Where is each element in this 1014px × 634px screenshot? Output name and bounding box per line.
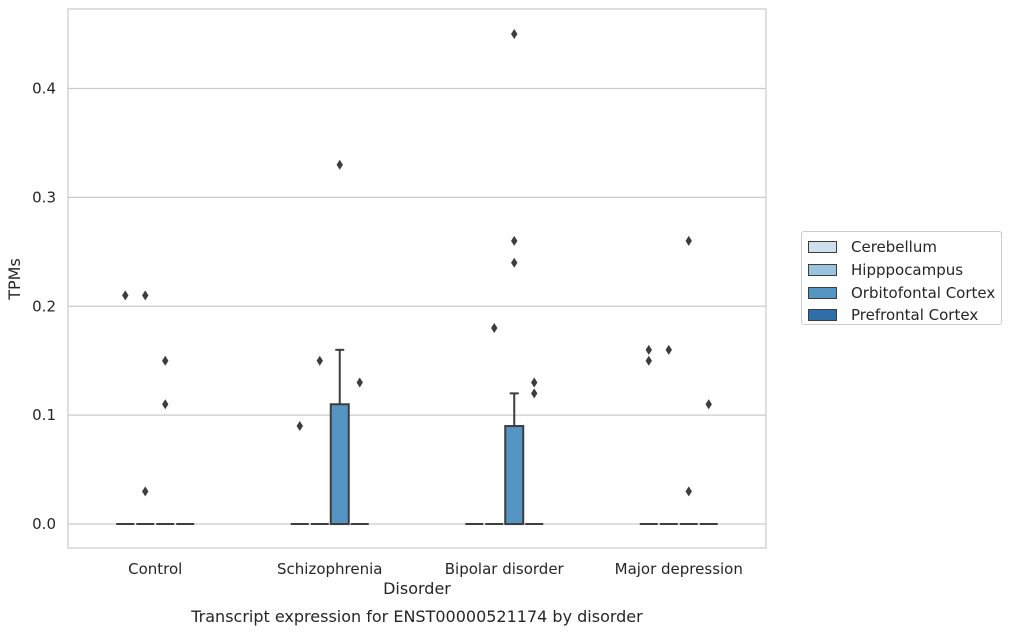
legend-swatch-hippocampus (808, 264, 837, 277)
legend-swatch-orbitofrontal-cortex (808, 286, 837, 299)
legend-swatch-prefrontal-cortex (808, 309, 837, 322)
box-group (525, 377, 544, 526)
outlier-point (162, 355, 169, 366)
legend-label-hippocampus: Hipppocampus (851, 261, 964, 280)
legend: Cerebellum Hipppocampus Orbitofontal Cor… (801, 231, 1002, 325)
y-tick-label: 0.3 (32, 188, 56, 206)
box-group (350, 377, 369, 526)
box-group (659, 344, 678, 526)
x-tick-label: Major depression (615, 560, 743, 578)
box-group (639, 344, 658, 526)
x-tick-label: Control (128, 560, 182, 578)
outlier-point (511, 257, 518, 268)
x-axis-ticks: Control Schizophrenia Bipolar disorder Majo… (128, 560, 743, 578)
plot-area-frame (67, 8, 767, 549)
box-group (136, 290, 155, 526)
outlier-point (122, 290, 129, 301)
y-axis-title: TPMs (5, 258, 24, 301)
outlier-point (665, 344, 672, 355)
grid-lines (68, 87, 766, 525)
y-tick-label: 0.2 (32, 297, 56, 315)
legend-item-prefrontal-cortex: Prefrontal Cortex (802, 304, 1001, 327)
y-tick-label: 0.0 (32, 515, 56, 533)
box-group (679, 235, 698, 526)
box-group (156, 355, 175, 526)
box-group (485, 323, 504, 526)
outlier-point (296, 421, 303, 432)
outlier-point (142, 290, 149, 301)
outlier-point (705, 399, 712, 410)
y-tick-label: 0.1 (32, 406, 56, 424)
outlier-point (645, 355, 652, 366)
outlier-point (511, 29, 518, 40)
legend-item-orbitofrontal-cortex: Orbitofontal Cortex (802, 281, 1001, 304)
outlier-point (336, 159, 343, 170)
outlier-point (316, 355, 323, 366)
outlier-point (645, 344, 652, 355)
box-group (116, 290, 135, 526)
outlier-point (491, 323, 498, 334)
outlier-point (511, 235, 518, 246)
legend-item-cerebellum: Cerebellum (802, 236, 1001, 259)
box-group (290, 421, 309, 526)
chart-title: Transcript expression for ENST0000052117… (190, 607, 643, 626)
box-group (699, 399, 718, 526)
outlier-point (356, 377, 363, 388)
legend-label-orbitofrontal-cortex: Orbitofontal Cortex (851, 283, 996, 302)
outlier-point (531, 377, 538, 388)
legend-item-hippocampus: Hipppocampus (802, 259, 1001, 282)
x-tick-label: Schizophrenia (277, 560, 382, 578)
outlier-point (685, 486, 692, 497)
box-plot-marks (116, 29, 718, 526)
box (504, 425, 525, 526)
x-tick-label: Bipolar disorder (445, 560, 565, 578)
outlier-point (162, 399, 169, 410)
x-axis-title: Disorder (383, 579, 451, 598)
outlier-point (531, 388, 538, 399)
y-axis-ticks: 0.0 0.1 0.2 0.3 0.4 (32, 79, 56, 533)
box-group (504, 29, 525, 526)
box-group (329, 159, 350, 526)
legend-label-cerebellum: Cerebellum (851, 238, 937, 257)
legend-swatch-cerebellum (808, 241, 837, 254)
outlier-point (142, 486, 149, 497)
y-tick-label: 0.4 (32, 79, 56, 97)
outlier-point (685, 235, 692, 246)
box (329, 403, 350, 526)
box-group (310, 355, 329, 526)
legend-label-prefrontal-cortex: Prefrontal Cortex (851, 306, 979, 325)
